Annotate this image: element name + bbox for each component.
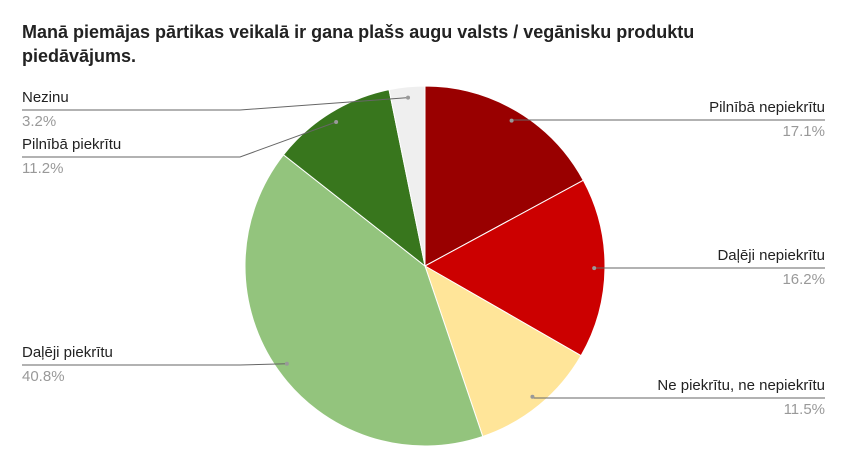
pie-slice (244, 154, 484, 447)
leader-dot (530, 394, 535, 399)
leader-line (531, 396, 825, 399)
leader-line (22, 363, 287, 366)
slice-label: Nezinu (22, 89, 69, 106)
chart-title: Manā piemājas pārtikas veikalā ir gana p… (22, 22, 695, 66)
slice-value-label: 11.2% (22, 160, 63, 177)
slice-value-label: 17.1% (782, 123, 825, 140)
leader-dot (334, 120, 339, 125)
slice-value-label: 16.2% (782, 271, 825, 288)
leader-line (511, 119, 825, 121)
slice-value-label: 3.2% (22, 113, 56, 130)
leader-line (22, 97, 409, 111)
slice-label: Daļēji nepiekrītu (717, 247, 825, 264)
pie-slice (388, 85, 426, 267)
leader-dot (592, 266, 597, 271)
slice-label: Pilnībā piekrītu (22, 136, 121, 153)
slice-value-label: 11.5% (784, 401, 825, 418)
slice-label: Ne piekrītu, ne nepiekrītu (657, 377, 825, 394)
leader-line (22, 121, 337, 158)
leader-dot (284, 361, 289, 366)
pie-slice (282, 89, 426, 268)
slice-label: Daļēji piekrītu (22, 344, 113, 361)
leader-dot (509, 118, 514, 123)
leader-dot (406, 95, 411, 100)
pie-slice (424, 85, 584, 267)
slice-label: Pilnībā nepiekrītu (709, 99, 825, 116)
pie-slice (424, 264, 582, 438)
slice-value-label: 40.8% (22, 368, 65, 385)
